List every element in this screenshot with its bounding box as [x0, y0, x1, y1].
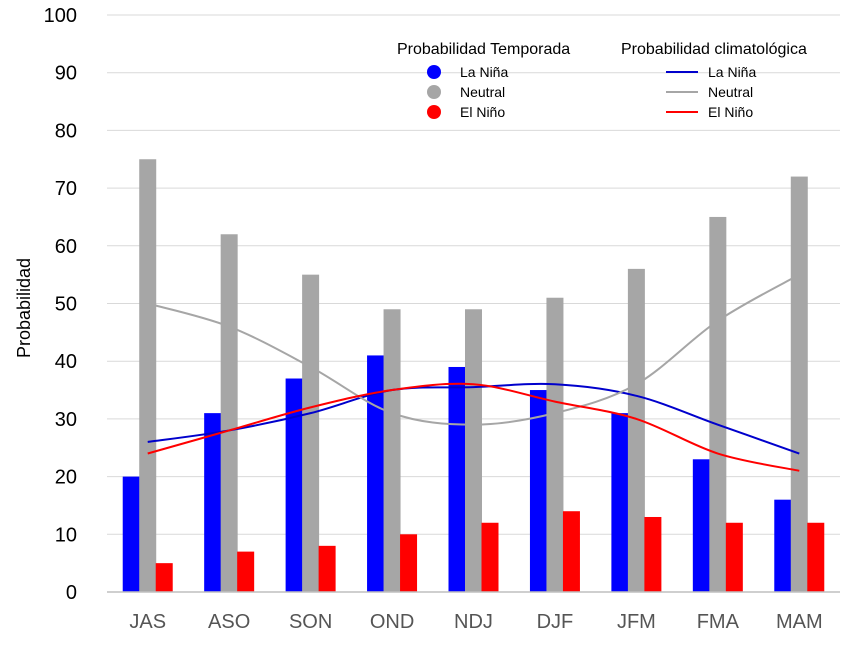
bar-neutral	[220, 234, 238, 592]
line-neutral	[147, 273, 800, 426]
x-axis-ticks: JAS ASO SON OND NDJ DJF JFM FMA MAM	[129, 611, 822, 633]
y-tick-label: 40	[55, 351, 77, 373]
y-tick-label: 90	[55, 63, 77, 85]
climatology-lines	[147, 273, 800, 472]
y-tick-label: 20	[55, 467, 77, 489]
bar-neutral	[383, 309, 401, 592]
line-el-ni-o	[147, 382, 800, 472]
legend-label: El Niño	[708, 104, 753, 120]
bar-la-ni-a	[692, 459, 710, 592]
legend-label: La Niña	[460, 64, 508, 80]
y-tick-label: 60	[55, 236, 77, 258]
bar-la-ni-a	[285, 378, 303, 592]
legend-label: El Niño	[460, 104, 505, 120]
x-tick-label: FMA	[697, 611, 740, 633]
bar-la-ni-a	[204, 413, 222, 592]
legend-lines-title: Probabilidad climatológica	[621, 41, 807, 58]
bar-la-ni-a	[529, 390, 547, 592]
legend-marker	[427, 105, 441, 119]
y-tick-label: 10	[55, 524, 77, 546]
legend-bars-title: Probabilidad Temporada	[397, 41, 570, 58]
bar-neutral	[627, 268, 645, 592]
bar-neutral	[546, 297, 564, 592]
bar-la-ni-a	[122, 476, 140, 592]
bar-neutral	[465, 309, 482, 592]
bar-el-ni-o	[807, 522, 825, 592]
legend-label: Neutral	[460, 84, 505, 100]
bar-la-ni-a	[367, 355, 385, 592]
legend-label: Neutral	[708, 84, 753, 100]
x-tick-label: NDJ	[454, 611, 493, 633]
bar-el-ni-o	[318, 545, 336, 592]
legend-marker	[427, 65, 441, 79]
y-tick-label: 100	[44, 5, 77, 27]
x-tick-label: SON	[289, 611, 332, 633]
x-tick-label: OND	[370, 611, 414, 633]
legend-season-probability: Probabilidad Temporada La Niña Neutral El …	[397, 41, 570, 120]
bar-neutral	[139, 159, 157, 592]
bar-el-ni-o	[155, 563, 173, 592]
y-tick-label: 0	[66, 582, 77, 604]
x-tick-label: MAM	[776, 611, 823, 633]
legend-marker	[427, 85, 441, 99]
legend-climatological-probability: Probabilidad climatológica La Niña Neutra…	[621, 41, 807, 120]
y-tick-label: 30	[55, 409, 77, 431]
y-tick-label: 70	[55, 178, 77, 200]
x-tick-label: ASO	[208, 611, 250, 633]
bars	[122, 159, 825, 592]
y-axis-label: Probabilidad	[14, 258, 34, 358]
bar-el-ni-o	[644, 516, 662, 592]
y-axis-ticks: 0 10 20 30 40 50 60 70 80 90 100	[44, 5, 77, 604]
bar-el-ni-o	[481, 522, 499, 592]
y-tick-label: 50	[55, 294, 77, 316]
legend-label: La Niña	[708, 64, 756, 80]
bar-la-ni-a	[611, 413, 629, 592]
bar-neutral	[709, 216, 727, 592]
bar-el-ni-o	[237, 551, 255, 592]
bar-el-ni-o	[725, 522, 743, 592]
bar-el-ni-o	[400, 534, 418, 592]
y-tick-label: 80	[55, 120, 77, 142]
bar-la-ni-a	[774, 499, 792, 592]
bar-el-ni-o	[562, 511, 580, 592]
bar-la-ni-a	[448, 366, 466, 592]
line-la-ni-a	[147, 382, 800, 455]
bar-neutral	[302, 274, 320, 592]
x-tick-label: JAS	[129, 611, 166, 633]
x-tick-label: DJF	[537, 611, 574, 633]
x-tick-label: JFM	[617, 611, 656, 633]
bar-neutral	[790, 176, 808, 592]
